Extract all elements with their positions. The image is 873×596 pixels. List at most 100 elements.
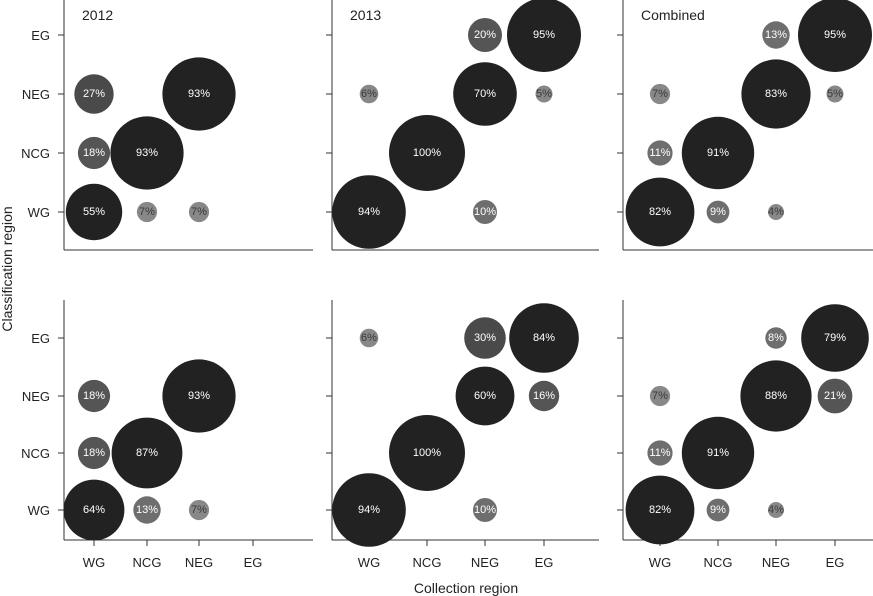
panel-title: 2012 [82,7,113,23]
bubble-mark [389,415,465,491]
panel-1: 2012 WG NCG NEG EG 55% 18% 27% 7% 93% 7% 93% [21,0,313,251]
bubble-mark [468,18,502,52]
bubble-mark [741,59,811,129]
panel-5: WG NCG NEG EG 94% 6% 100% 10% 60% 30% 16% 84% [326,300,599,570]
bubble-label: 93% [136,147,158,159]
bubble-mark [768,502,784,518]
x-tick-label: WG [83,555,105,570]
bubble-label: 9% [710,504,726,516]
bubble-label: 13% [765,29,787,41]
bubble-label: 30% [474,332,496,344]
bubble-label: 82% [649,504,671,516]
x-tick-label: NCG [704,555,733,570]
bubble-label: 18% [83,147,105,159]
x-tick-label: NEG [762,555,790,570]
bubble-mark [535,85,553,103]
bubble-label: 11% [649,447,670,459]
bubble-label: 8% [768,332,784,344]
bubble-label: 7% [191,206,207,218]
bubble-mark [625,475,695,545]
bubble-mark [332,175,406,249]
bubble-mark [455,366,515,426]
y-tick-label: NCG [21,446,50,461]
bubble-mark [681,416,755,490]
bubble-mark [74,74,114,114]
panel-title: 2013 [350,7,381,23]
panel-3: Combined 82% 11% 7% 9% 91% 4% 83% 13% 5% 95% [617,0,873,251]
bubble-mark [801,304,869,372]
bubble-label: 70% [474,88,496,100]
bubble-label: 9% [710,206,726,218]
bubble-label: 4% [768,206,784,218]
bubble-label: 10% [474,206,496,218]
bubble-label: 27% [83,88,105,100]
bubble-mark [464,317,506,359]
panel-title: Combined [641,7,705,23]
bubble-label: 10% [474,504,496,516]
bubble-label: 93% [188,88,210,100]
y-tick-label: WG [28,205,50,220]
bubble-mark [136,201,158,223]
panel-2: 2013 94% 6% 100% 10% 70% 20% 5% 95% [326,0,599,251]
bubble-mark [473,498,497,522]
y-tick-label: EG [31,28,50,43]
bubble-label: 64% [83,504,105,516]
x-tick-label: EG [826,555,845,570]
y-tick-label: NCG [21,146,50,161]
bubble-label: 91% [707,447,729,459]
bubble-mark [740,360,812,432]
x-tick-label: NEG [185,555,213,570]
bubble-mark [826,85,844,103]
bubble-mark [509,303,579,373]
bubble-mark [188,499,210,521]
bubble-mark [768,204,784,220]
bubble-label: 87% [136,447,158,459]
y-tick-label: EG [31,331,50,346]
x-tick-label: WG [358,555,380,570]
bubble-mark [453,62,517,126]
bubble-label: 94% [358,206,380,218]
bubble-label: 94% [358,504,380,516]
x-axis-title: Collection region [414,580,518,596]
bubble-label: 21% [824,390,846,402]
bubble-label: 82% [649,206,671,218]
bubble-mark [649,385,671,407]
bubble-mark [625,177,695,247]
x-tick-label: EG [244,555,263,570]
bubble-mark [681,116,755,190]
bubble-label: 93% [188,390,210,402]
bubble-label: 60% [474,390,496,402]
bubble-mark [706,498,730,522]
bubble-mark [111,417,183,489]
x-tick-label: WG [649,555,671,570]
bubble-label: 18% [83,390,105,402]
bubble-mark [706,200,730,224]
bubble-label: 84% [533,332,555,344]
bubble-label: 83% [765,88,787,100]
bubble-mark [188,201,210,223]
bubble-label: 5% [827,88,843,100]
bubble-label: 16% [533,390,555,402]
bubble-label: 91% [707,147,729,159]
bubble-label: 11% [649,147,670,159]
bubble-label: 4% [768,504,784,516]
panel-6: WG NCG NEG EG 82% 11% 7% 9% 91% 4% 88% 8% 21% 79% [617,300,873,570]
bubble-mark [359,328,379,348]
bubble-mark [359,84,379,104]
bubble-label: 7% [652,88,668,100]
bubble-mark [162,359,236,433]
bubble-label: 18% [83,447,105,459]
bubble-label: 5% [536,88,552,100]
y-tick-label: NEG [22,87,50,102]
bubble-mark [765,327,787,349]
bubble-mark [77,379,111,413]
bubble-mark [528,380,560,412]
bubble-label: 95% [533,29,555,41]
bubble-mark [110,116,184,190]
bubble-mark [762,21,790,49]
bubble-mark [649,83,671,105]
bubble-label: 6% [361,332,377,344]
bubble-mark [77,136,111,170]
x-tick-label: NEG [471,555,499,570]
